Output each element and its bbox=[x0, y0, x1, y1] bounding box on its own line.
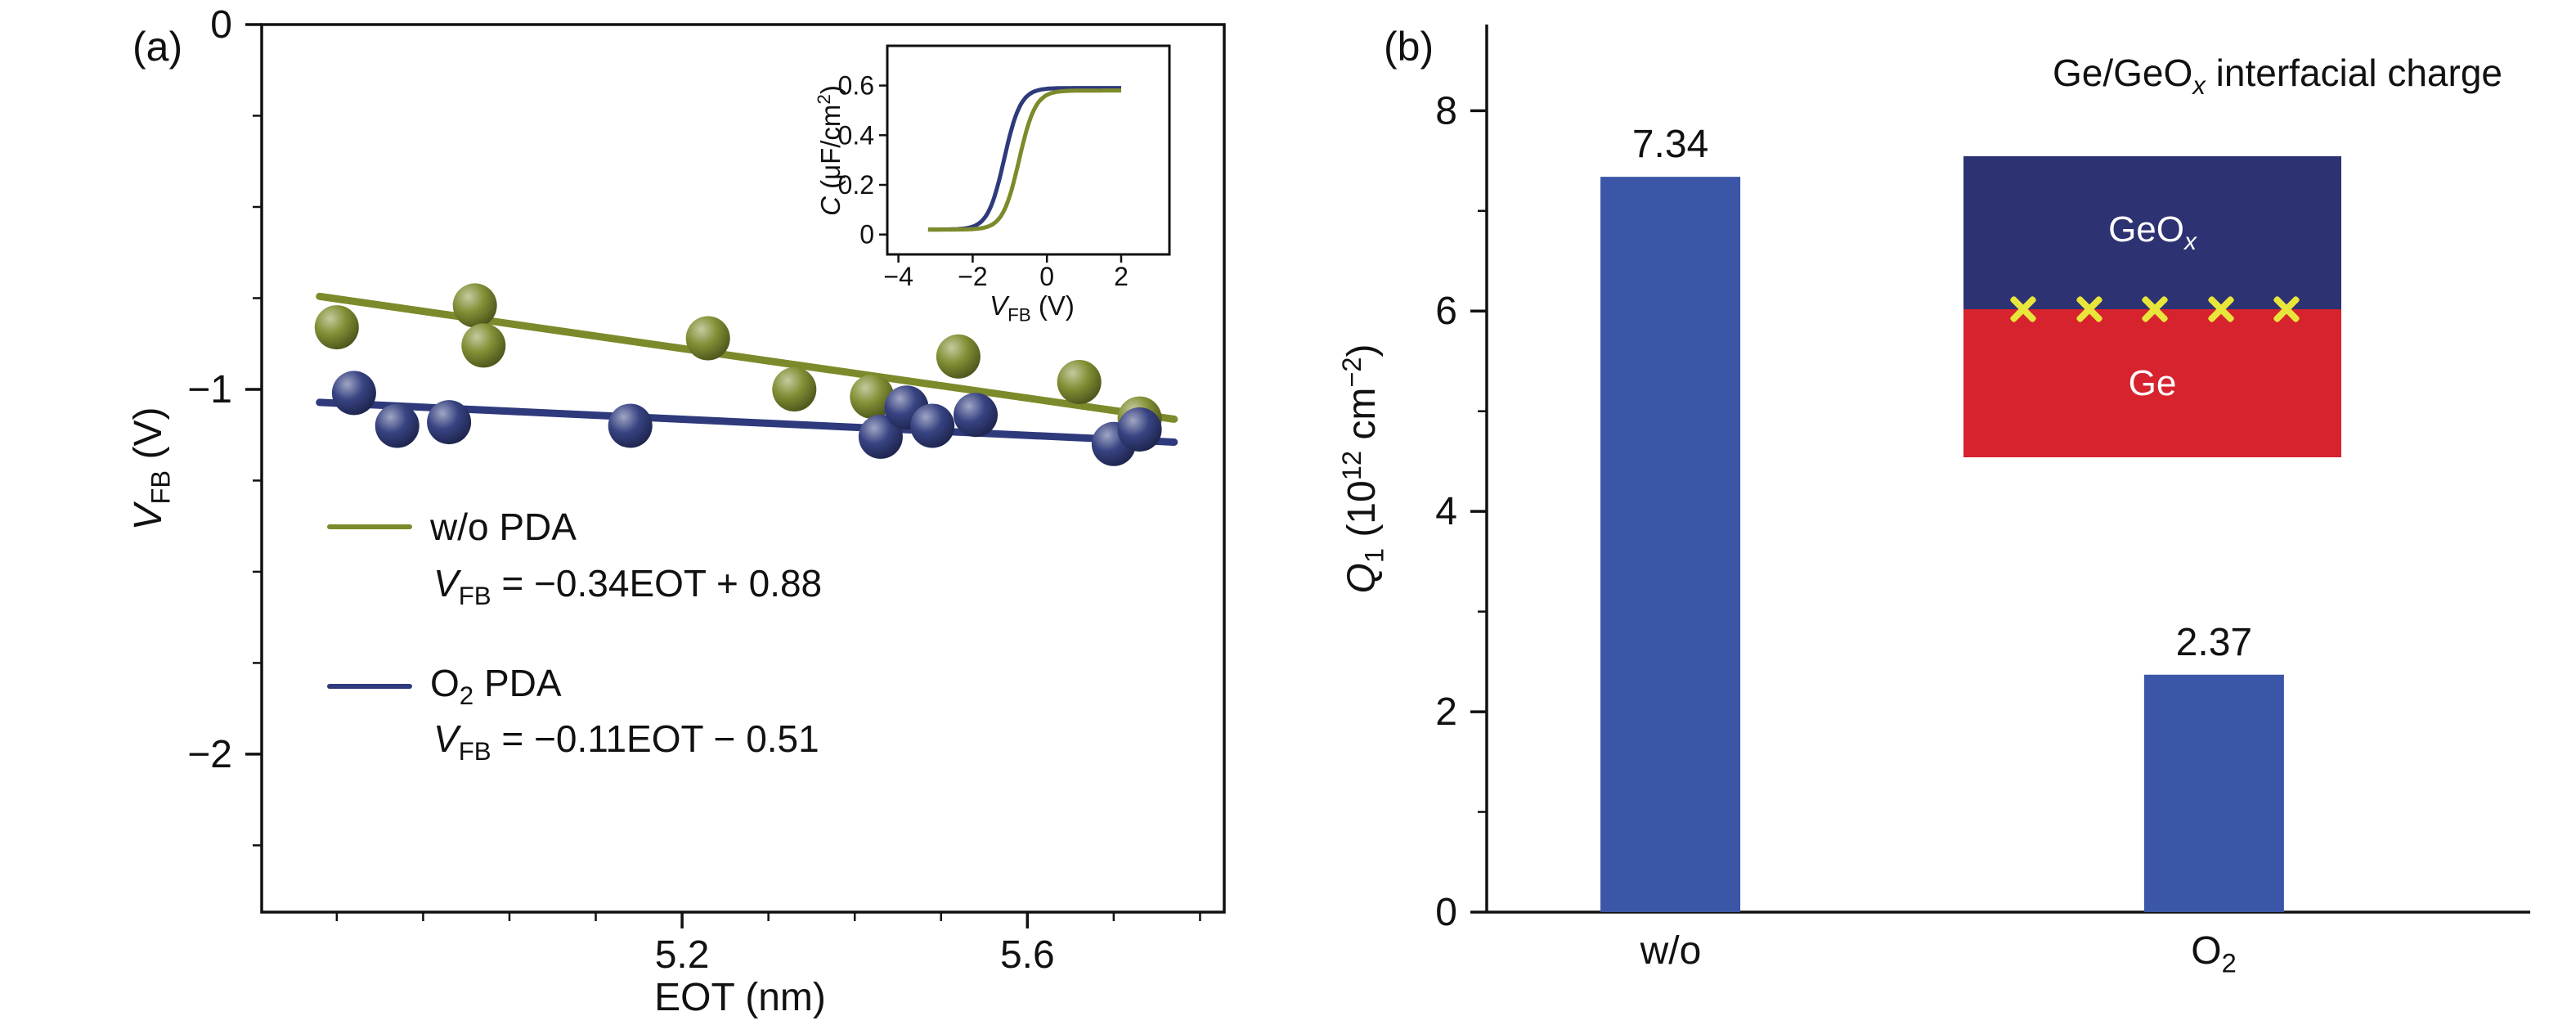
data-point bbox=[1057, 360, 1102, 404]
x-mark-icon bbox=[2008, 294, 2039, 325]
legend-line-wo-pda bbox=[327, 524, 412, 529]
panel-a-x-axis-title: EOT (nm) bbox=[654, 976, 826, 1019]
inset-xtick-label: −2 bbox=[958, 262, 987, 291]
data-point bbox=[685, 316, 730, 361]
legend-line-o2-pda bbox=[327, 683, 412, 689]
inset-xtick-label: 2 bbox=[1114, 262, 1129, 291]
inset-ytick-label: 0 bbox=[859, 220, 874, 250]
panel-a-ytick-label: 0 bbox=[210, 3, 232, 47]
data-point bbox=[461, 323, 506, 368]
data-point bbox=[331, 371, 376, 416]
inset-ytick-label: 0.6 bbox=[838, 71, 874, 101]
inset-xtick-label: −4 bbox=[883, 262, 913, 291]
data-point bbox=[608, 403, 653, 448]
panel-b-ytick-label: 6 bbox=[1435, 290, 1457, 333]
fit-equation-o2-pda: VFB = −0.11EOT − 0.51 bbox=[433, 717, 819, 767]
data-point bbox=[936, 334, 981, 379]
data-point bbox=[954, 393, 998, 438]
scatter-series-O2 PDA bbox=[331, 371, 1162, 466]
x-mark-icon bbox=[2139, 294, 2170, 325]
inset-x-axis-title: VFB (V) bbox=[990, 290, 1075, 326]
schematic-geox-layer: GeOx bbox=[1963, 156, 2341, 309]
legend-item-wo-pda: w/o PDA bbox=[327, 505, 577, 549]
schematic-ge-layer: Ge bbox=[1963, 309, 2341, 457]
interface-charge-x-marks bbox=[2008, 294, 2302, 325]
legend-item-o2-pda: O2 PDA bbox=[327, 661, 562, 711]
bar-O2 bbox=[2143, 674, 2284, 912]
panel-a-label: (a) bbox=[132, 24, 183, 70]
panel-a-ytick-label: −2 bbox=[187, 733, 232, 776]
fit-equation-wo-pda: VFB = −0.34EOT + 0.88 bbox=[433, 562, 823, 611]
bar-value-label: 7.34 bbox=[1632, 123, 1708, 166]
data-point bbox=[1117, 407, 1162, 452]
inset-y-axis-title: C (μF/cm2) bbox=[814, 85, 846, 216]
data-point bbox=[858, 414, 903, 459]
data-point bbox=[452, 283, 497, 328]
x-mark-icon bbox=[2074, 294, 2105, 325]
panel-a-y-axis-title: VFB (V) bbox=[127, 407, 176, 531]
panel-a-frame bbox=[260, 23, 1226, 914]
data-point bbox=[772, 367, 817, 411]
panel-b-ytick-label: 2 bbox=[1435, 690, 1457, 734]
data-point bbox=[910, 403, 955, 448]
panel-b-plot: 0 2 4 6 8 7.34 2.37 bbox=[1435, 25, 2530, 934]
panel-b-label: (b) bbox=[1384, 24, 1434, 70]
panel-b-ytick-label: 4 bbox=[1435, 490, 1457, 533]
panel-b-ytick-label: 0 bbox=[1435, 891, 1457, 934]
panel-a-xtick-label: 5.6 bbox=[1000, 933, 1055, 977]
panel-a-ticks: 0 −1 −2 5.2 5.6 bbox=[187, 3, 1201, 977]
schematic-geox-label: GeOx bbox=[2108, 209, 2197, 255]
panel-a-plot: 0 −1 −2 5.2 5.6 bbox=[187, 3, 1226, 977]
category-label-wo: w/o bbox=[1640, 929, 1702, 973]
schematic-ge-label: Ge bbox=[2128, 362, 2177, 403]
x-mark-icon bbox=[2206, 294, 2237, 325]
category-label-o2: O2 bbox=[2191, 929, 2237, 978]
scatter-series-w/o PDA bbox=[314, 283, 1162, 441]
inset-ytick-label: 0.2 bbox=[838, 170, 874, 200]
bar-w/o bbox=[1600, 177, 1741, 912]
panel-a-inset-plot: 0 0.2 0.4 0.6 −4 −2 0 2 bbox=[838, 44, 1171, 291]
data-point bbox=[314, 305, 359, 350]
bar-value-label: 2.37 bbox=[2176, 621, 2252, 664]
panel-b-ytick-label: 8 bbox=[1435, 89, 1457, 133]
inset-frame bbox=[886, 44, 1171, 256]
x-mark-icon bbox=[2271, 294, 2302, 325]
legend-label-wo-pda: w/o PDA bbox=[430, 506, 577, 548]
cv-curve-w/o PDA bbox=[927, 88, 1122, 232]
legend-label-o2-pda: O2 PDA bbox=[430, 662, 562, 711]
inset-ytick-label: 0.4 bbox=[838, 120, 874, 150]
panel-b-title: Ge/GeOx interfacial charge bbox=[2052, 52, 2502, 101]
panel-a-ytick-label: −1 bbox=[187, 368, 232, 411]
inset-xtick-label: 0 bbox=[1039, 262, 1054, 291]
panel-b-y-axis-title: Q1 (1012 cm−2) bbox=[1336, 344, 1389, 594]
data-point bbox=[375, 403, 420, 448]
panel-a-xtick-label: 5.2 bbox=[655, 933, 710, 977]
data-point bbox=[427, 400, 472, 445]
data-point bbox=[850, 374, 895, 419]
